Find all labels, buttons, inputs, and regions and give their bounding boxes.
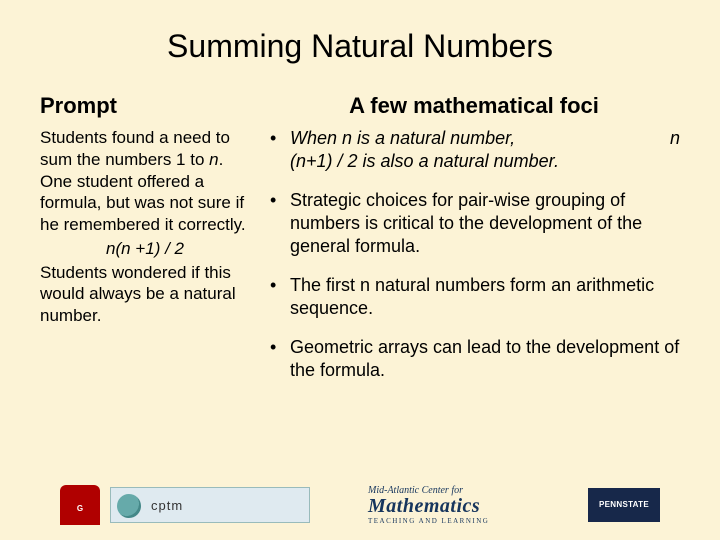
content-columns: Prompt Students found a need to sum the … <box>40 93 680 398</box>
logo-row: G cptm Mid-Atlantic Center for Mathemati… <box>60 484 660 526</box>
slide-title: Summing Natural Numbers <box>40 28 680 65</box>
foci-text: +1) / 2 is also a natural number. <box>306 151 559 171</box>
midatl-line2: Mathematics <box>368 495 480 517</box>
midatl-line3: TEACHING AND LEARNING <box>368 517 489 525</box>
cptm-logo: cptm <box>110 487 310 523</box>
prompt-body: Students found a need to sum the numbers… <box>40 127 250 327</box>
foci-var-n: n <box>342 128 352 148</box>
foci-trailing-n: n <box>670 127 680 150</box>
prompt-text: Students found a need to sum the numbers… <box>40 128 230 169</box>
prompt-column: Prompt Students found a need to sum the … <box>40 93 250 398</box>
prompt-para-1: Students found a need to sum the numbers… <box>40 127 250 236</box>
prompt-var-n: n <box>209 150 218 169</box>
pennstate-logo: PENNSTATE <box>588 488 660 522</box>
slide: Summing Natural Numbers Prompt Students … <box>0 0 720 540</box>
uga-logo: G <box>60 485 100 525</box>
foci-var-n: n <box>296 151 306 171</box>
foci-item-4: Geometric arrays can lead to the develop… <box>268 336 680 382</box>
foci-text: is a natural number, <box>352 128 515 148</box>
prompt-heading: Prompt <box>40 93 250 119</box>
foci-item-1: When n is a natural number,n (n+1) / 2 i… <box>268 127 680 173</box>
foci-column: A few mathematical foci When n is a natu… <box>268 93 680 398</box>
foci-heading: A few mathematical foci <box>268 93 680 119</box>
midatlantic-logo: Mid-Atlantic Center for Mathematics TEAC… <box>368 486 578 525</box>
foci-item-2: Strategic choices for pair-wise grouping… <box>268 189 680 258</box>
prompt-para-2: Students wondered if this would always b… <box>40 262 250 327</box>
foci-list: When n is a natural number,n (n+1) / 2 i… <box>268 127 680 382</box>
foci-item-3: The first n natural numbers form an arit… <box>268 274 680 320</box>
prompt-formula: n(n +1) / 2 <box>40 238 250 260</box>
foci-text: When <box>290 128 342 148</box>
